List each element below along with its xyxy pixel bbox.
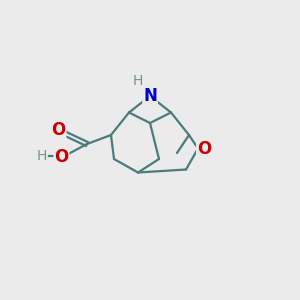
Text: O: O xyxy=(51,122,66,140)
Text: O: O xyxy=(54,148,69,166)
Text: N: N xyxy=(143,87,157,105)
Text: O: O xyxy=(197,140,211,158)
Text: H: H xyxy=(37,149,47,163)
Text: H: H xyxy=(133,74,143,88)
